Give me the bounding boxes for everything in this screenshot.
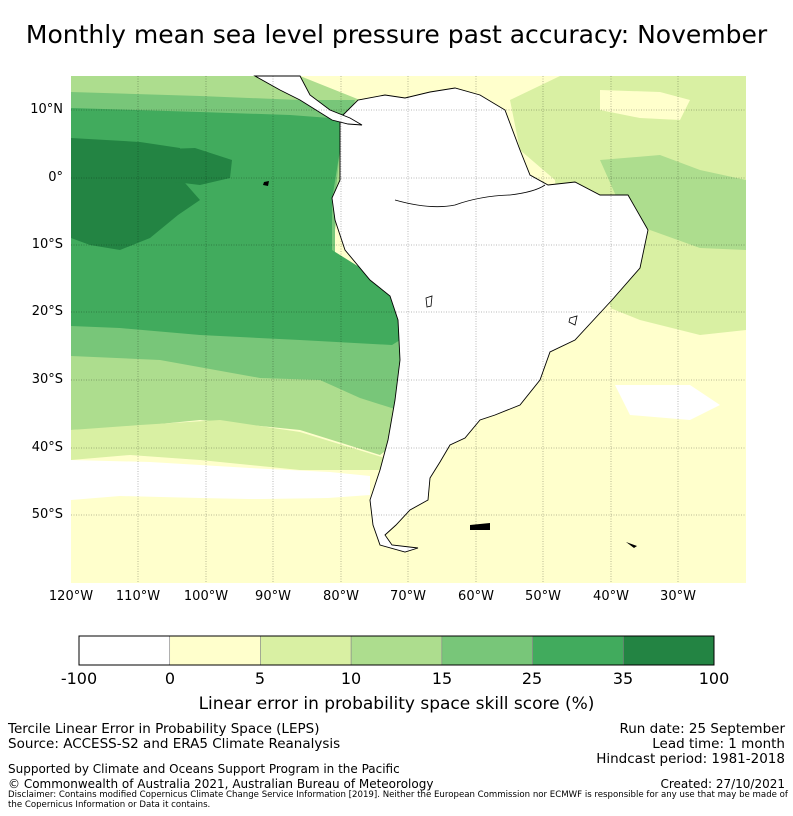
colorbar-segment <box>441 635 533 666</box>
band-35-100-b <box>140 148 232 185</box>
lon-label: 100°W <box>183 589 229 604</box>
footer-support: Supported by Climate and Oceans Support … <box>8 762 400 776</box>
colorbar-tick: 35 <box>612 669 634 688</box>
lon-label: 30°W <box>660 589 696 604</box>
south-georgia <box>626 542 637 548</box>
lat-label: 50°S <box>31 507 63 522</box>
lon-label: 40°W <box>593 589 629 604</box>
lat-label: 20°S <box>31 304 63 319</box>
band-10-15-south <box>71 420 385 470</box>
gridlines <box>71 76 746 583</box>
band-atlantic-white <box>615 385 720 420</box>
footer-disclaimer: Disclaimer: Contains modified Copernicus… <box>8 790 788 810</box>
lon-label: 70°W <box>390 589 426 604</box>
lat-label: 0° <box>48 170 63 185</box>
colorbar <box>78 635 715 666</box>
lon-label: 120°W <box>48 589 94 604</box>
colorbar-frame <box>78 635 715 666</box>
lon-label: 110°W <box>115 589 161 604</box>
colorbar-tick: 100 <box>698 669 730 688</box>
band-atlantic-15-25 <box>600 155 746 250</box>
lake-titicaca <box>425 295 433 308</box>
band-south-light <box>71 498 380 583</box>
amazon-river <box>394 184 546 208</box>
colorbar-segment <box>350 635 443 666</box>
colorbar-segment <box>532 635 624 666</box>
colorbar-tick: 10 <box>340 669 362 688</box>
footer-created: Created: 27/10/2021 <box>660 777 785 791</box>
footer-source: Source: ACCESS-S2 and ERA5 Climate Reana… <box>8 736 341 752</box>
band-atlantic-light <box>600 90 690 120</box>
colorbar-tick: 0 <box>164 669 176 688</box>
colorbar-segment <box>260 635 352 666</box>
colorbar-segment <box>622 635 715 666</box>
band-low-south <box>71 460 370 500</box>
lon-label: 80°W <box>323 589 359 604</box>
colorbar-label: Linear error in probability space skill … <box>198 694 595 714</box>
footer-lead-time: Lead time: 1 month <box>652 736 785 752</box>
colorbar-tick: -100 <box>60 669 98 688</box>
falklands <box>470 523 490 530</box>
footer-method: Tercile Linear Error in Probability Spac… <box>8 721 320 737</box>
footer-hindcast: Hindcast period: 1981-2018 <box>596 751 785 767</box>
lat-label: 10°N <box>30 102 63 117</box>
footer-run-date: Run date: 25 September <box>619 721 785 737</box>
colorbar-tick: 5 <box>254 669 266 688</box>
lon-label: 90°W <box>255 589 291 604</box>
chart-title: Monthly mean sea level pressure past acc… <box>25 20 768 49</box>
lat-label: 30°S <box>31 372 63 387</box>
lat-label: 10°S <box>31 237 63 252</box>
lon-label: 50°W <box>525 589 561 604</box>
footer-copyright: © Commonwealth of Australia 2021, Austra… <box>8 777 434 791</box>
central-america <box>253 75 363 126</box>
colorbar-tick: 25 <box>521 669 543 688</box>
lake <box>568 315 578 326</box>
colorbar-tick: 15 <box>431 669 453 688</box>
lon-label: 60°W <box>458 589 494 604</box>
galapagos <box>263 181 269 186</box>
colorbar-segment <box>169 635 261 666</box>
colorbar-segment <box>78 635 171 666</box>
lat-label: 40°S <box>31 440 63 455</box>
